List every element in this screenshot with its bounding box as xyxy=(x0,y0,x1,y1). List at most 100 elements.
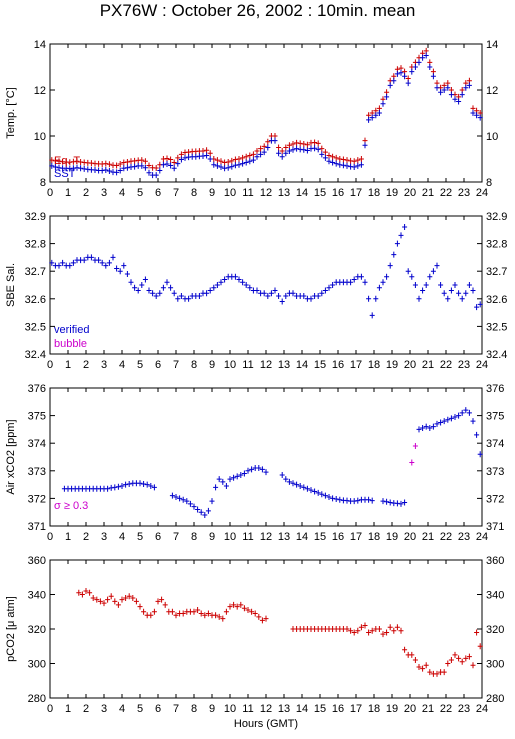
data-point xyxy=(225,158,231,165)
x-tick-label: 8 xyxy=(191,187,197,199)
data-point xyxy=(423,662,429,669)
data-point xyxy=(153,164,159,171)
data-point xyxy=(409,273,415,280)
data-point xyxy=(276,293,282,300)
data-point xyxy=(452,96,458,103)
data-point xyxy=(148,482,154,489)
x-tick-label: 20 xyxy=(404,359,416,371)
data-point xyxy=(187,500,193,507)
data-point xyxy=(126,593,132,600)
y-tick-label-left: 14 xyxy=(34,39,46,51)
data-point xyxy=(301,141,307,148)
data-point xyxy=(191,503,197,510)
data-point xyxy=(283,150,289,157)
data-point xyxy=(394,624,400,631)
data-point xyxy=(337,496,343,503)
data-point xyxy=(144,481,150,488)
data-point xyxy=(423,52,429,59)
data-point xyxy=(49,259,55,266)
data-point xyxy=(427,64,433,70)
data-point xyxy=(119,596,125,603)
y-tick-label-right: 32.9 xyxy=(486,211,507,223)
data-point xyxy=(114,265,120,272)
data-point xyxy=(445,84,451,91)
data-point xyxy=(477,643,483,650)
data-point xyxy=(387,82,393,89)
y-tick-label-right: 32.8 xyxy=(486,239,507,251)
data-point xyxy=(362,279,368,286)
data-point xyxy=(245,467,251,474)
data-point xyxy=(322,492,328,499)
x-tick-label: 1 xyxy=(65,187,71,199)
y-tick-label-left: 373 xyxy=(28,466,46,478)
data-point xyxy=(173,494,179,501)
data-point xyxy=(223,608,229,615)
data-point xyxy=(391,627,397,634)
data-point xyxy=(308,487,314,494)
y-tick-label-right: 8 xyxy=(486,177,492,189)
data-point xyxy=(463,84,469,91)
data-point xyxy=(441,87,447,93)
data-point xyxy=(175,154,181,161)
data-point xyxy=(402,224,408,231)
x-tick-label: 7 xyxy=(173,187,179,199)
data-point xyxy=(276,150,282,157)
data-point xyxy=(146,169,152,176)
data-point xyxy=(94,596,100,603)
x-tick-label: 17 xyxy=(350,359,362,371)
data-point xyxy=(466,282,472,288)
x-tick-label: 13 xyxy=(278,703,290,715)
data-point xyxy=(441,290,447,297)
data-point xyxy=(290,290,296,297)
data-point xyxy=(218,279,224,286)
x-tick-label: 23 xyxy=(458,531,470,543)
x-tick-label: 10 xyxy=(224,703,236,715)
x-tick-label: 6 xyxy=(155,187,161,199)
y-tick-label-right: 372 xyxy=(486,493,504,505)
y-tick-label-left: 374 xyxy=(28,438,46,450)
x-tick-label: 8 xyxy=(191,531,197,543)
x-tick-label: 22 xyxy=(440,359,452,371)
legend-eq-t: Eq. T xyxy=(54,155,80,167)
data-point xyxy=(103,160,109,167)
data-point xyxy=(279,147,285,154)
data-point xyxy=(344,157,350,164)
data-point xyxy=(231,601,237,608)
x-tick-label: 22 xyxy=(440,531,452,543)
data-point xyxy=(362,142,368,149)
data-point xyxy=(272,137,278,144)
data-point xyxy=(459,409,465,416)
data-point xyxy=(301,293,307,300)
data-point xyxy=(351,164,357,171)
data-point xyxy=(186,295,192,302)
data-point xyxy=(106,259,112,266)
data-point xyxy=(49,157,55,164)
x-tick-label: 7 xyxy=(173,703,179,715)
data-point xyxy=(297,482,303,489)
data-point xyxy=(391,77,397,84)
y-tick-label-left: 8 xyxy=(40,177,46,189)
data-point xyxy=(348,627,354,634)
data-point xyxy=(115,601,121,608)
x-tick-label: 15 xyxy=(314,359,326,371)
data-point xyxy=(272,287,278,294)
data-point xyxy=(214,282,220,288)
x-tick-label: 16 xyxy=(332,187,344,199)
data-point xyxy=(283,476,289,483)
data-point xyxy=(177,495,183,502)
y-tick-label-left: 32.5 xyxy=(25,321,46,333)
y-tick-label-left: 32.4 xyxy=(25,349,46,361)
data-point xyxy=(151,484,157,491)
data-point xyxy=(474,304,480,311)
data-point xyxy=(319,491,325,498)
data-point xyxy=(241,605,247,612)
data-point xyxy=(211,284,217,291)
data-point xyxy=(358,273,364,280)
data-point xyxy=(218,164,224,171)
y-tick-label-right: 360 xyxy=(486,555,504,567)
data-point xyxy=(121,262,127,269)
data-point xyxy=(223,482,229,489)
data-point xyxy=(117,268,123,275)
x-tick-label: 21 xyxy=(422,187,434,199)
y-tick-label-right: 340 xyxy=(486,590,504,602)
